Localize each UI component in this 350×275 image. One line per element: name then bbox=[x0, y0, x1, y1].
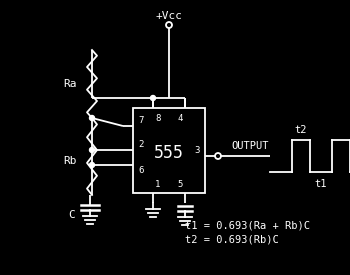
Text: Ra: Ra bbox=[63, 79, 77, 89]
Text: 1: 1 bbox=[155, 180, 160, 189]
Circle shape bbox=[215, 153, 221, 159]
Text: 4: 4 bbox=[177, 114, 183, 123]
Text: 2: 2 bbox=[138, 140, 144, 149]
Text: t2 = 0.693(Rb)C: t2 = 0.693(Rb)C bbox=[185, 235, 279, 245]
Bar bbox=[133, 108, 205, 193]
Text: t1: t1 bbox=[315, 179, 327, 189]
Text: 8: 8 bbox=[155, 114, 160, 123]
Circle shape bbox=[166, 22, 172, 28]
Text: 3: 3 bbox=[195, 146, 200, 155]
Text: t1 = 0.693(Ra + Rb)C: t1 = 0.693(Ra + Rb)C bbox=[185, 220, 310, 230]
Circle shape bbox=[150, 95, 155, 100]
Text: Rb: Rb bbox=[63, 156, 77, 166]
Text: 555: 555 bbox=[154, 144, 184, 161]
Circle shape bbox=[90, 163, 95, 167]
Text: 7: 7 bbox=[138, 116, 144, 125]
Text: t2: t2 bbox=[295, 125, 307, 135]
Text: 5: 5 bbox=[177, 180, 183, 189]
Circle shape bbox=[90, 116, 95, 120]
Text: OUTPUT: OUTPUT bbox=[231, 141, 269, 151]
Circle shape bbox=[90, 147, 95, 153]
Text: +Vcc: +Vcc bbox=[155, 11, 182, 21]
Text: C: C bbox=[69, 210, 75, 220]
Text: 6: 6 bbox=[138, 166, 144, 175]
